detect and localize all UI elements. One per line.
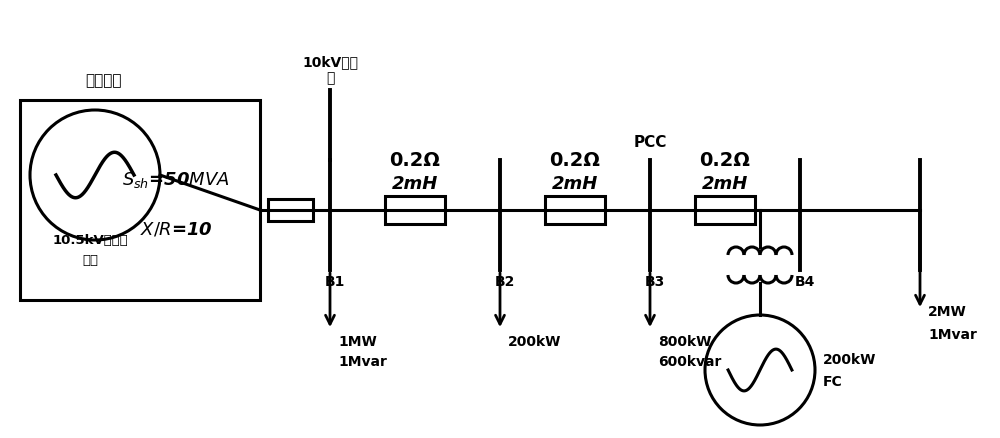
Text: 1MW: 1MW [338,335,377,349]
Text: 2mH: 2mH [702,175,748,193]
Text: 10kV变电
站: 10kV变电 站 [302,55,358,85]
Text: 2mH: 2mH [552,175,598,193]
Text: 2mH: 2mH [392,175,438,193]
Text: B4: B4 [795,275,815,289]
Text: 200kW: 200kW [508,335,561,349]
Text: 600kvar: 600kvar [658,355,721,369]
Text: $X/R$=10: $X/R$=10 [140,221,212,239]
Text: 0.2Ω: 0.2Ω [700,152,750,170]
Text: 电源: 电源 [82,254,98,266]
Text: 1Mvar: 1Mvar [928,328,977,342]
Text: B2: B2 [495,275,515,289]
Text: B3: B3 [645,275,665,289]
Bar [545,196,605,224]
Text: 0.2Ω: 0.2Ω [550,152,600,170]
Bar [695,196,755,224]
Text: $S_{sh}$=50$MVA$: $S_{sh}$=50$MVA$ [122,170,230,190]
Text: 2MW: 2MW [928,305,967,319]
Text: B1: B1 [325,275,345,289]
Bar [268,199,312,221]
Bar [385,196,445,224]
Text: 0.2Ω: 0.2Ω [390,152,440,170]
Bar [20,100,260,300]
Text: 1Mvar: 1Mvar [338,355,387,369]
Text: 10.5kV无穷大: 10.5kV无穷大 [52,233,128,247]
Text: 200kW: 200kW [823,353,876,367]
Text: 800kW: 800kW [658,335,711,349]
Text: PCC: PCC [633,135,667,150]
Text: 系统等值: 系统等值 [86,73,122,88]
Text: FC: FC [823,375,843,389]
